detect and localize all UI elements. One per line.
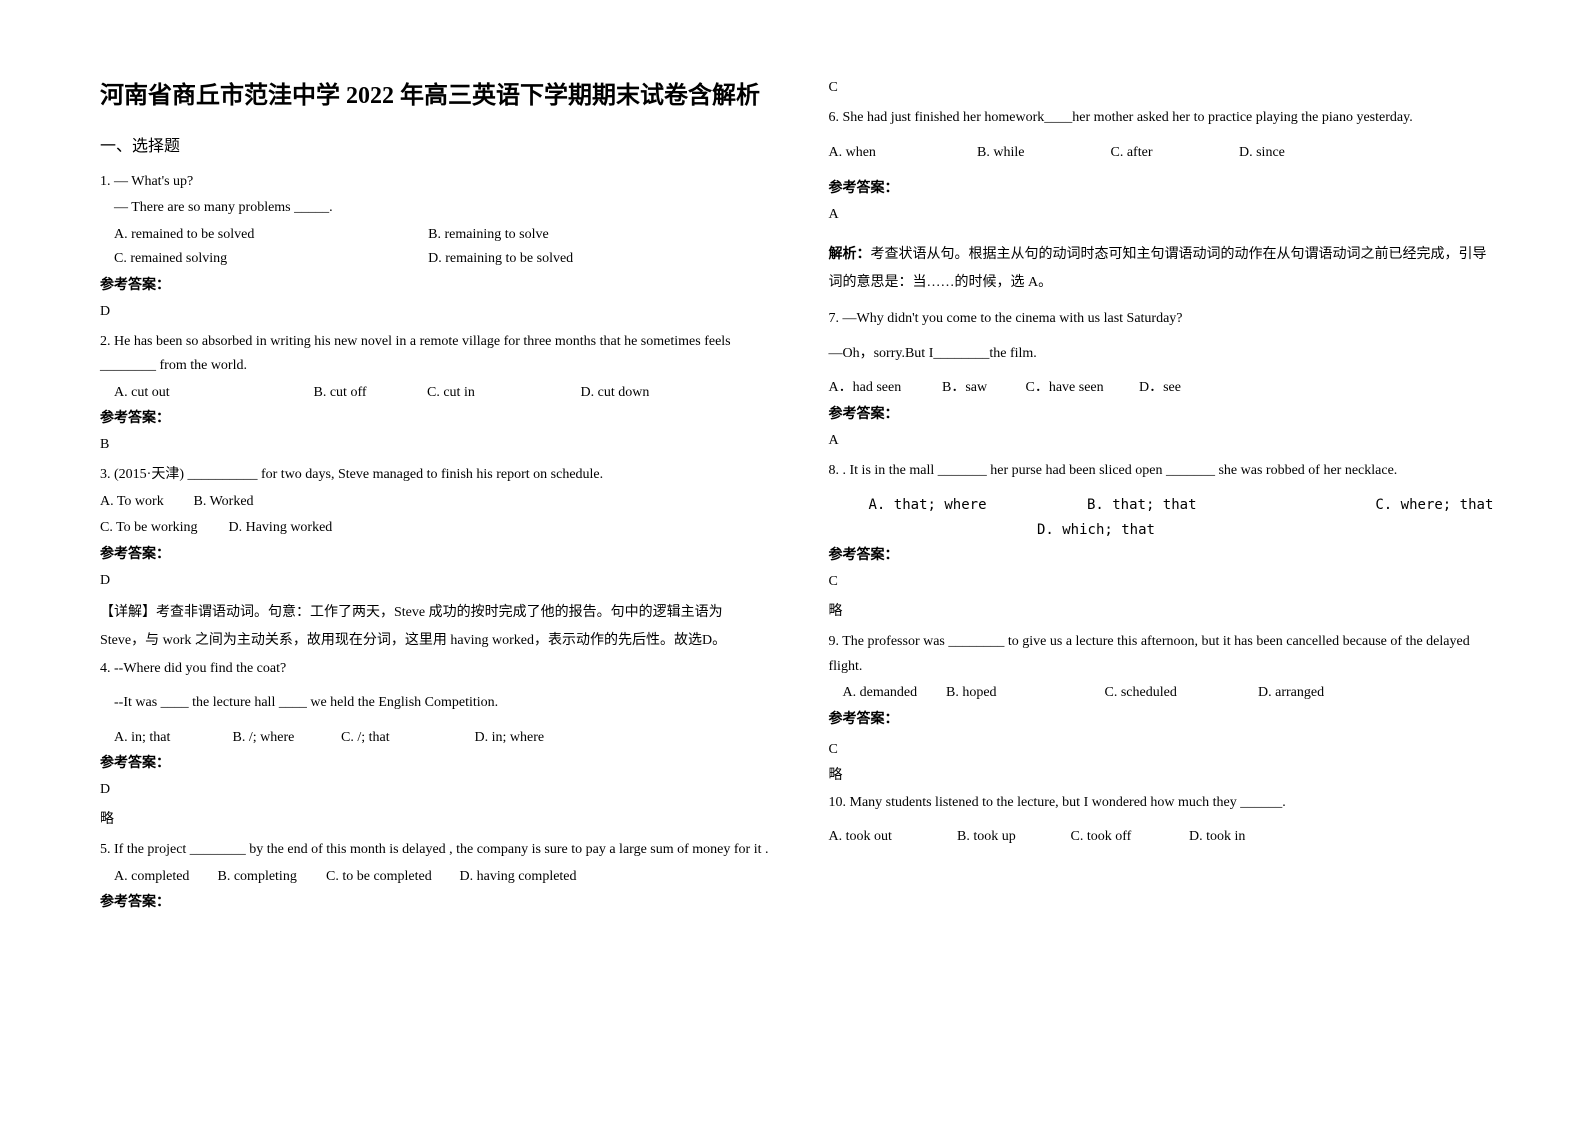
q8-optA: A. that; where	[829, 493, 1079, 518]
q6-text: 6. She had just finished her homework___…	[829, 106, 1498, 131]
q9-ans: C	[829, 738, 1498, 763]
q3-optsAB: A. To work B. Worked	[100, 490, 769, 515]
q3-anslabel: 参考答案：	[100, 543, 769, 563]
q9-optC: C. scheduled	[1105, 681, 1255, 706]
q5-text: 5. If the project ________ by the end of…	[100, 838, 769, 863]
q3-optD: D. Having worked	[229, 520, 333, 535]
q1-line2: — There are so many problems _____.	[100, 196, 769, 221]
q2-optC: C. cut in	[427, 381, 577, 406]
q5-ans: C	[829, 80, 1498, 96]
right-column: C 6. She had just finished her homework_…	[829, 80, 1498, 1082]
q7-optD: D．see	[1139, 380, 1181, 395]
q4-ans: D	[100, 782, 769, 798]
q2-optD: D. cut down	[581, 385, 650, 400]
q3-optA: A. To work	[100, 490, 190, 515]
q9-extra: 略	[829, 764, 1498, 789]
q1-ans: D	[100, 304, 769, 320]
q3-text: 3. (2015·天津) __________ for two days, St…	[100, 463, 769, 488]
q1-anslabel: 参考答案：	[100, 274, 769, 294]
q7-ans: A	[829, 433, 1498, 449]
q4-anslabel: 参考答案：	[100, 752, 769, 772]
q3-explain: 【详解】考查非谓语动词。句意：工作了两天，Steve 成功的按时完成了他的报告。…	[100, 599, 769, 655]
q8-optB: B. that; that	[1087, 493, 1367, 518]
q7-optB: B．saw	[942, 376, 1022, 401]
q10-optA: A. took out	[829, 825, 954, 850]
q5-anslabel: 参考答案：	[100, 891, 769, 911]
q5-options: A. completed B. completing C. to be comp…	[100, 865, 769, 890]
left-column: 河南省商丘市范洼中学 2022 年高三英语下学期期末试卷含解析 一、选择题 1.…	[100, 80, 769, 1082]
q6-anslabel: 参考答案：	[829, 177, 1498, 197]
q3-ans: D	[100, 573, 769, 589]
q6-explain-label: 解析：	[829, 247, 871, 262]
q7-line2: —Oh，sorry.But I________the film.	[829, 342, 1498, 367]
q4-optB: B. /; where	[233, 726, 338, 751]
q1-options: A. remained to be solved B. remaining to…	[100, 223, 769, 272]
q7-optC: C．have seen	[1026, 376, 1136, 401]
q7-optA: A．had seen	[829, 376, 939, 401]
doc-title: 河南省商丘市范洼中学 2022 年高三英语下学期期末试卷含解析	[100, 80, 769, 114]
q1-optD: D. remaining to be solved	[428, 247, 742, 272]
q3-optC: C. To be working	[100, 516, 225, 541]
q6-explain: 解析：考查状语从句。根据主从句的动词时态可知主句谓语动词的动作在从句谓语动词之前…	[829, 241, 1498, 297]
q10-optC: C. took off	[1071, 825, 1186, 850]
q8-options: A. that; where B. that; that C. where; t…	[829, 493, 1498, 542]
q3-optsCD: C. To be working D. Having worked	[100, 516, 769, 541]
q6-ans: A	[829, 207, 1498, 223]
q5-optA: A. completed	[114, 865, 214, 890]
q2-anslabel: 参考答案：	[100, 407, 769, 427]
q8-optC: C. where; that	[1375, 497, 1493, 513]
q2-optB: B. cut off	[314, 381, 424, 406]
q9-options: A. demanded B. hoped C. scheduled D. arr…	[829, 681, 1498, 706]
q5-optC: C. to be completed	[326, 865, 456, 890]
q10-optD: D. took in	[1189, 829, 1245, 844]
q2-ans: B	[100, 437, 769, 453]
q4-options: A. in; that B. /; where C. /; that D. in…	[100, 726, 769, 751]
q8-text: 8. . It is in the mall _______ her purse…	[829, 459, 1498, 484]
q2-text: 2. He has been so absorbed in writing hi…	[100, 330, 769, 379]
q4-optA: A. in; that	[114, 726, 229, 751]
q1-line1: 1. — What's up?	[100, 170, 769, 195]
q7-options: A．had seen B．saw C．have seen D．see	[829, 376, 1498, 401]
q4-line2: --It was ____ the lecture hall ____ we h…	[100, 691, 769, 716]
q6-optB: B. while	[977, 141, 1107, 166]
q10-optB: B. took up	[957, 825, 1067, 850]
q10-text: 10. Many students listened to the lectur…	[829, 791, 1498, 816]
q6-optA: A. when	[829, 141, 974, 166]
q9-optA: A. demanded	[843, 681, 943, 706]
q1-optA: A. remained to be solved	[114, 223, 428, 248]
q4-extra: 略	[100, 808, 769, 828]
q1-optC: C. remained solving	[114, 247, 428, 272]
q8-ans: C	[829, 574, 1498, 590]
q5-optB: B. completing	[218, 865, 323, 890]
q6-optC: C. after	[1111, 141, 1236, 166]
q2-options: A. cut out B. cut off C. cut in D. cut d…	[100, 381, 769, 406]
q9-anslabel: 参考答案：	[829, 708, 1498, 728]
q7-line1: 7. —Why didn't you come to the cinema wi…	[829, 307, 1498, 332]
q6-options: A. when B. while C. after D. since	[829, 141, 1498, 166]
q9-optD: D. arranged	[1258, 685, 1324, 700]
q10-options: A. took out B. took up C. took off D. to…	[829, 825, 1498, 850]
q7-anslabel: 参考答案：	[829, 403, 1498, 423]
q4-line1: 4. --Where did you find the coat?	[100, 657, 769, 682]
q9-text: 9. The professor was ________ to give us…	[829, 630, 1498, 679]
q4-optC: C. /; that	[341, 726, 471, 751]
q2-optA: A. cut out	[100, 381, 310, 406]
q4-optD: D. in; where	[475, 730, 545, 745]
q5-optD: D. having completed	[460, 869, 577, 884]
q8-anslabel: 参考答案：	[829, 544, 1498, 564]
section-heading: 一、选择题	[100, 132, 769, 156]
q9-optB: B. hoped	[946, 681, 1101, 706]
q3-optB: B. Worked	[194, 494, 254, 509]
q6-optD: D. since	[1239, 145, 1285, 160]
q8-extra: 略	[829, 600, 1498, 620]
q1-optB: B. remaining to solve	[428, 223, 742, 248]
q6-explain-text: 考查状语从句。根据主从句的动词时态可知主句谓语动词的动作在从句谓语动词之前已经完…	[829, 247, 1487, 290]
q8-optD: D. which; that	[1037, 522, 1155, 538]
